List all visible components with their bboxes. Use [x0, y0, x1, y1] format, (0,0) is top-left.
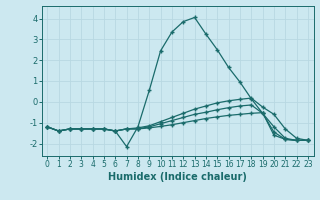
X-axis label: Humidex (Indice chaleur): Humidex (Indice chaleur) — [108, 172, 247, 182]
